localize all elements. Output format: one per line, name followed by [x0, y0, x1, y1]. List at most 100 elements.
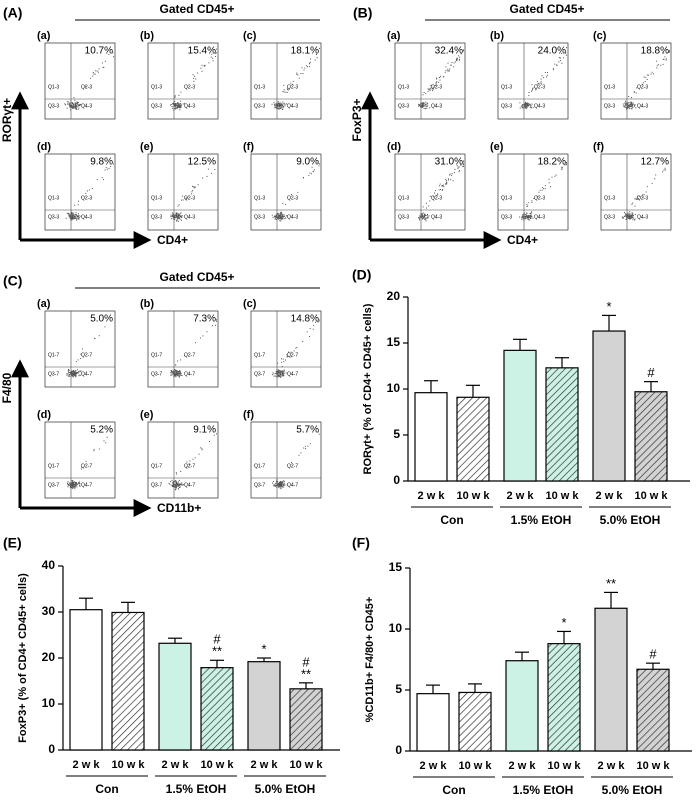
dot [75, 212, 77, 214]
percent-label: 7.3% [193, 314, 216, 325]
dot [420, 105, 421, 107]
dot [279, 107, 281, 109]
dot [627, 106, 629, 107]
dot [174, 364, 176, 366]
dot [177, 205, 179, 207]
y-axis-label: FoxP3+ (% of CD4+ CD45+ cells) [17, 573, 29, 743]
dot [73, 215, 75, 217]
y-axis-label: FoxP3+ [350, 98, 364, 141]
dot [281, 211, 282, 213]
dot [281, 482, 283, 484]
dot [457, 167, 459, 169]
dot [279, 486, 281, 488]
dot [662, 58, 664, 60]
dot [277, 213, 279, 215]
dot [646, 79, 648, 80]
dot [182, 199, 184, 201]
plot-frame [44, 310, 116, 388]
dot [281, 481, 282, 483]
plot-label: (e) [140, 141, 154, 153]
dot [654, 178, 656, 180]
dot [172, 482, 173, 484]
dot [563, 164, 565, 166]
dot [282, 216, 283, 218]
dot [625, 106, 627, 108]
dot [541, 75, 543, 77]
panel-title: Gated CD45+ [509, 2, 584, 16]
dot [75, 375, 77, 377]
dot [176, 373, 178, 375]
dot [432, 86, 434, 88]
quadrant-label: Q1-3 [501, 84, 512, 90]
dot [526, 217, 528, 219]
dot [280, 215, 282, 217]
x-tick-label: 10 w k [547, 760, 581, 772]
dot [286, 356, 288, 358]
dot [69, 102, 71, 104]
significance: * [561, 615, 566, 630]
dot [71, 372, 72, 374]
dot [531, 211, 533, 213]
dot [441, 189, 443, 191]
plot-label: (a) [37, 298, 51, 310]
dot [421, 217, 423, 218]
dot [419, 214, 421, 216]
dot [286, 484, 288, 486]
dot [71, 212, 72, 214]
dot [275, 485, 276, 487]
dot [74, 373, 76, 375]
dot [626, 101, 628, 103]
dot [281, 213, 283, 215]
dot [623, 105, 624, 107]
dot [523, 105, 525, 107]
dot [278, 376, 280, 377]
dot [173, 484, 175, 486]
dot [302, 177, 304, 179]
dot [176, 107, 178, 109]
dot [541, 83, 543, 85]
dot [319, 319, 320, 321]
dot [216, 52, 217, 54]
dot [633, 91, 635, 93]
quadrant-label: Q3-3 [604, 103, 615, 109]
dot [67, 483, 69, 485]
quadrant-label: Q4-3 [534, 103, 545, 109]
dot [302, 341, 304, 342]
percent-label: 32.4% [435, 46, 463, 57]
dot [67, 481, 69, 483]
dot [73, 372, 75, 374]
dot [635, 92, 637, 94]
dot [523, 104, 525, 106]
quadrant-label: Q2-3 [637, 84, 648, 90]
dot [309, 63, 311, 65]
dot [626, 104, 628, 106]
dot [421, 102, 423, 104]
dot [278, 103, 280, 105]
plot-label: (e) [140, 409, 154, 421]
dot [180, 212, 182, 214]
dot [528, 104, 530, 106]
dot [634, 104, 636, 106]
dot [525, 108, 527, 110]
dot [520, 105, 522, 107]
dot [177, 483, 179, 484]
dot [279, 214, 281, 216]
dot [195, 342, 196, 344]
dot [631, 203, 633, 205]
quadrant-label: Q4-7 [184, 482, 195, 488]
dot [72, 485, 74, 487]
dot [75, 376, 77, 378]
dot [103, 66, 105, 68]
dot [563, 57, 564, 59]
dot [201, 70, 203, 72]
dot [526, 102, 528, 104]
dot [624, 106, 626, 108]
dot [273, 481, 274, 483]
dot [529, 217, 531, 219]
dot [174, 484, 176, 486]
dot [650, 73, 652, 75]
dot [637, 198, 639, 199]
dot [529, 213, 531, 215]
dot [626, 219, 628, 220]
y-tick-label: 30 [42, 604, 56, 618]
